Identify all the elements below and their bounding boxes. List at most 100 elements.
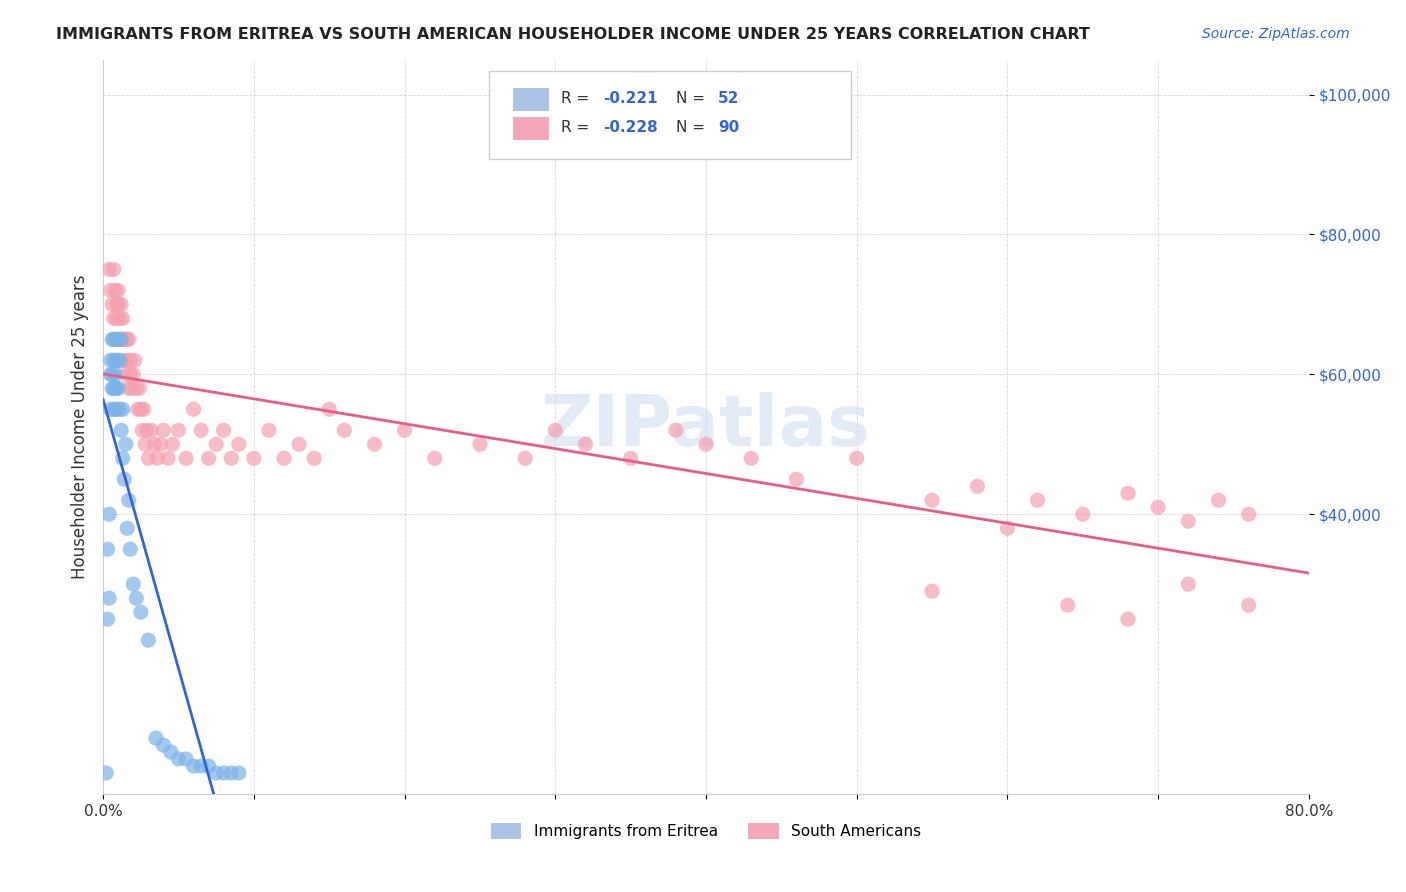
Point — [740, 451, 762, 466]
Point — [149, 437, 172, 451]
Point — [105, 381, 128, 395]
Point — [845, 451, 868, 466]
Point — [273, 451, 295, 466]
Point — [105, 311, 128, 326]
Point — [107, 284, 129, 298]
Point — [1177, 514, 1199, 528]
Point — [228, 437, 250, 451]
Point — [103, 262, 125, 277]
Point — [103, 353, 125, 368]
Point — [544, 423, 567, 437]
Point — [121, 381, 143, 395]
Point — [107, 332, 129, 346]
Point — [138, 633, 160, 648]
Point — [97, 612, 120, 626]
Point — [122, 368, 145, 382]
Point — [114, 437, 136, 451]
Point — [212, 423, 235, 437]
Point — [174, 451, 197, 466]
Point — [129, 402, 152, 417]
Point — [108, 353, 131, 368]
FancyBboxPatch shape — [513, 87, 550, 111]
Point — [103, 402, 125, 417]
Point — [183, 759, 205, 773]
Text: 90: 90 — [718, 120, 740, 136]
Point — [190, 759, 212, 773]
Point — [100, 402, 122, 417]
Point — [695, 437, 717, 451]
Point — [124, 353, 146, 368]
Text: N =: N = — [676, 91, 710, 106]
Point — [1116, 486, 1139, 500]
Point — [101, 368, 124, 382]
Point — [1147, 500, 1170, 515]
Point — [152, 738, 174, 752]
Point — [105, 402, 128, 417]
Point — [132, 402, 155, 417]
Text: R =: R = — [561, 120, 595, 136]
Point — [111, 451, 134, 466]
Point — [111, 402, 134, 417]
Point — [107, 332, 129, 346]
Point — [1071, 507, 1094, 521]
Text: 52: 52 — [718, 91, 740, 106]
Text: R =: R = — [561, 91, 595, 106]
Point — [100, 368, 122, 382]
Point — [110, 297, 132, 311]
Point — [1056, 598, 1078, 612]
Point — [118, 332, 141, 346]
Point — [101, 332, 124, 346]
Point — [114, 368, 136, 382]
Point — [108, 402, 131, 417]
Point — [212, 766, 235, 780]
Point — [288, 437, 311, 451]
Point — [162, 437, 184, 451]
Point — [104, 381, 127, 395]
Point — [125, 591, 148, 606]
Point — [160, 745, 183, 759]
Text: -0.228: -0.228 — [603, 120, 658, 136]
Point — [117, 332, 139, 346]
Point — [118, 493, 141, 508]
Point — [117, 521, 139, 535]
FancyBboxPatch shape — [489, 70, 851, 159]
Point — [101, 381, 124, 395]
Point — [103, 311, 125, 326]
Point — [146, 451, 169, 466]
Point — [104, 353, 127, 368]
Point — [98, 507, 121, 521]
Point — [120, 542, 142, 557]
Text: IMMIGRANTS FROM ERITREA VS SOUTH AMERICAN HOUSEHOLDER INCOME UNDER 25 YEARS CORR: IMMIGRANTS FROM ERITREA VS SOUTH AMERICA… — [56, 27, 1090, 42]
Point — [205, 766, 228, 780]
Point — [921, 493, 943, 508]
Point — [128, 381, 150, 395]
Point — [423, 451, 446, 466]
Point — [111, 311, 134, 326]
Point — [921, 584, 943, 599]
Point — [785, 472, 807, 486]
Legend: Immigrants from Eritrea, South Americans: Immigrants from Eritrea, South Americans — [485, 817, 928, 845]
Point — [112, 472, 135, 486]
Point — [105, 297, 128, 311]
Point — [468, 437, 491, 451]
Point — [122, 577, 145, 591]
Text: N =: N = — [676, 120, 710, 136]
Point — [101, 297, 124, 311]
Point — [197, 451, 219, 466]
Point — [107, 297, 129, 311]
Point — [394, 423, 416, 437]
Point — [219, 451, 242, 466]
Point — [104, 332, 127, 346]
FancyBboxPatch shape — [513, 117, 550, 140]
Point — [104, 284, 127, 298]
Point — [110, 423, 132, 437]
Point — [104, 402, 127, 417]
Point — [183, 402, 205, 417]
Point — [1208, 493, 1230, 508]
Point — [167, 752, 190, 766]
Point — [620, 451, 643, 466]
Point — [152, 423, 174, 437]
Point — [138, 451, 160, 466]
Point — [110, 332, 132, 346]
Text: ZIPatlas: ZIPatlas — [541, 392, 872, 461]
